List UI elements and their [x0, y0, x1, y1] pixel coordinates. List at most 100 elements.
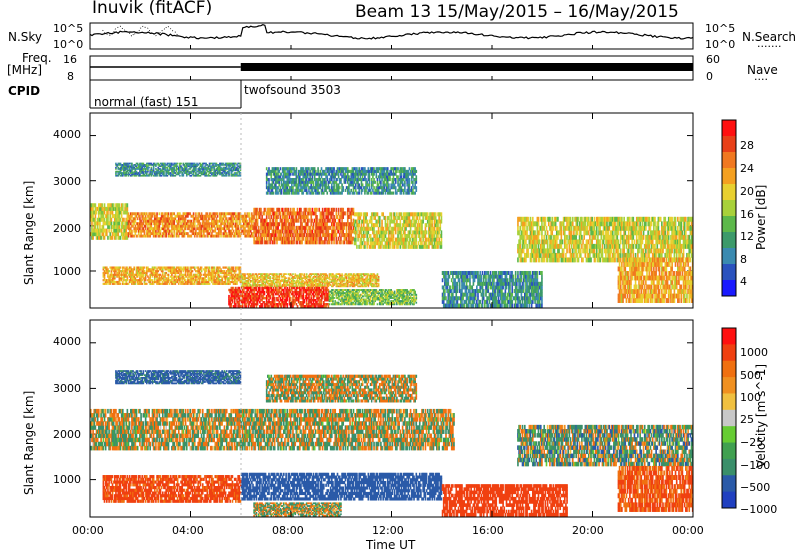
- heatmap-cell: [319, 233, 322, 238]
- heatmap-cell: [104, 271, 107, 275]
- heatmap-cell: [167, 224, 170, 228]
- heatmap-cell: [204, 229, 206, 233]
- heatmap-cell: [119, 270, 122, 273]
- heatmap-cell: [253, 278, 255, 281]
- heatmap-cell: [212, 217, 214, 221]
- heatmap-cell: [129, 232, 132, 236]
- heatmap-cell: [329, 273, 332, 275]
- heatmap-cell: [433, 226, 436, 231]
- heatmap-cell: [248, 214, 251, 218]
- heatmap-cell: [182, 268, 185, 271]
- heatmap-cell: [305, 282, 308, 285]
- heatmap-cell: [263, 286, 266, 290]
- heatmap-cell: [182, 275, 185, 278]
- heatmap-cell: [330, 229, 333, 234]
- heatmap-cell: [115, 270, 117, 273]
- heatmap-cell: [333, 274, 335, 277]
- heatmap-cell: [353, 278, 356, 281]
- heatmap-cell: [213, 234, 215, 238]
- heatmap-cell: [254, 278, 257, 281]
- heatmap-cell: [434, 237, 437, 242]
- heatmap-cell: [159, 222, 162, 226]
- heatmap-cell: [148, 270, 150, 273]
- heatmap-cell: [107, 217, 109, 222]
- heatmap-cell: [314, 236, 317, 241]
- heatmap-cell: [349, 229, 351, 234]
- heatmap-cell: [95, 232, 98, 237]
- heatmap-cell: [166, 279, 169, 282]
- heatmap-cell: [341, 295, 343, 298]
- heatmap-cell: [320, 303, 323, 306]
- heatmap-cell: [345, 303, 348, 306]
- heatmap-cell: [175, 227, 178, 231]
- heatmap-cell: [211, 270, 213, 273]
- heatmap-cell: [351, 222, 354, 227]
- heatmap-cell: [150, 270, 153, 273]
- heatmap-cell: [270, 288, 273, 292]
- heatmap-cell: [211, 275, 213, 278]
- heatmap-cell: [319, 294, 322, 298]
- heatmap-cell: [344, 284, 347, 286]
- heatmap-cell: [103, 282, 106, 285]
- heatmap-cell: [319, 288, 322, 292]
- heatmap-cell: [245, 294, 247, 298]
- heatmap-cell: [123, 217, 125, 222]
- heatmap-cell: [321, 296, 324, 300]
- heatmap-cell: [165, 212, 168, 216]
- heatmap-cell: [247, 285, 250, 288]
- heatmap-cell: [239, 214, 242, 218]
- heatmap-cell: [324, 282, 326, 285]
- heatmap-cell: [281, 284, 284, 286]
- heatmap-cell: [254, 284, 257, 286]
- heatmap-cell: [365, 215, 367, 220]
- heatmap-cell: [111, 224, 114, 229]
- heatmap-cell: [269, 207, 271, 212]
- heatmap-cell: [308, 292, 310, 296]
- heatmap-cell: [254, 273, 257, 275]
- heatmap-cell: [148, 232, 150, 236]
- heatmap-cell: [434, 230, 437, 235]
- heatmap-cell: [228, 222, 230, 226]
- heatmap-cell: [300, 275, 302, 278]
- heatmap-cell: [196, 234, 198, 238]
- heatmap-cell: [263, 207, 266, 212]
- heatmap-cell: [103, 206, 106, 211]
- heatmap-cell: [302, 286, 305, 290]
- heatmap-cell: [232, 292, 235, 296]
- heatmap-cell: [271, 294, 274, 298]
- heatmap-cell: [177, 234, 180, 238]
- heatmap-cell: [264, 282, 267, 285]
- heatmap-cell: [126, 277, 129, 280]
- heatmap-cell: [102, 228, 105, 233]
- heatmap-cell: [360, 230, 363, 235]
- heatmap-cell: [180, 266, 182, 269]
- heatmap-cell: [150, 268, 153, 271]
- heatmap-cell: [285, 240, 287, 245]
- heatmap-cell: [205, 219, 207, 223]
- heatmap-cell: [179, 224, 181, 228]
- heatmap-cell: [422, 219, 424, 224]
- heatmap-cell: [259, 273, 261, 275]
- velocity-cb-tick-neg100: −100: [740, 459, 771, 472]
- heatmap-cell: [197, 219, 199, 223]
- heatmap-cell: [365, 282, 367, 285]
- heatmap-cell: [408, 212, 411, 217]
- heatmap-cell: [129, 277, 132, 280]
- heatmap-cell: [281, 292, 284, 296]
- heatmap-cell: [161, 273, 164, 276]
- heatmap-cell: [278, 273, 281, 275]
- heatmap-cell: [205, 279, 207, 282]
- heatmap-cell: [249, 217, 252, 221]
- heatmap-cell: [322, 286, 325, 290]
- heatmap-cell: [256, 292, 259, 296]
- heatmap-cell: [134, 214, 137, 218]
- heatmap-cell: [243, 281, 245, 284]
- heatmap-cell: [341, 225, 343, 230]
- heatmap-cell: [314, 301, 317, 304]
- heatmap-cell: [356, 281, 358, 284]
- heatmap-cell: [223, 273, 226, 276]
- heatmap-cell: [265, 280, 268, 282]
- heatmap-cell: [318, 286, 321, 290]
- heatmap-cell: [440, 219, 443, 224]
- heatmap-cell: [318, 282, 321, 285]
